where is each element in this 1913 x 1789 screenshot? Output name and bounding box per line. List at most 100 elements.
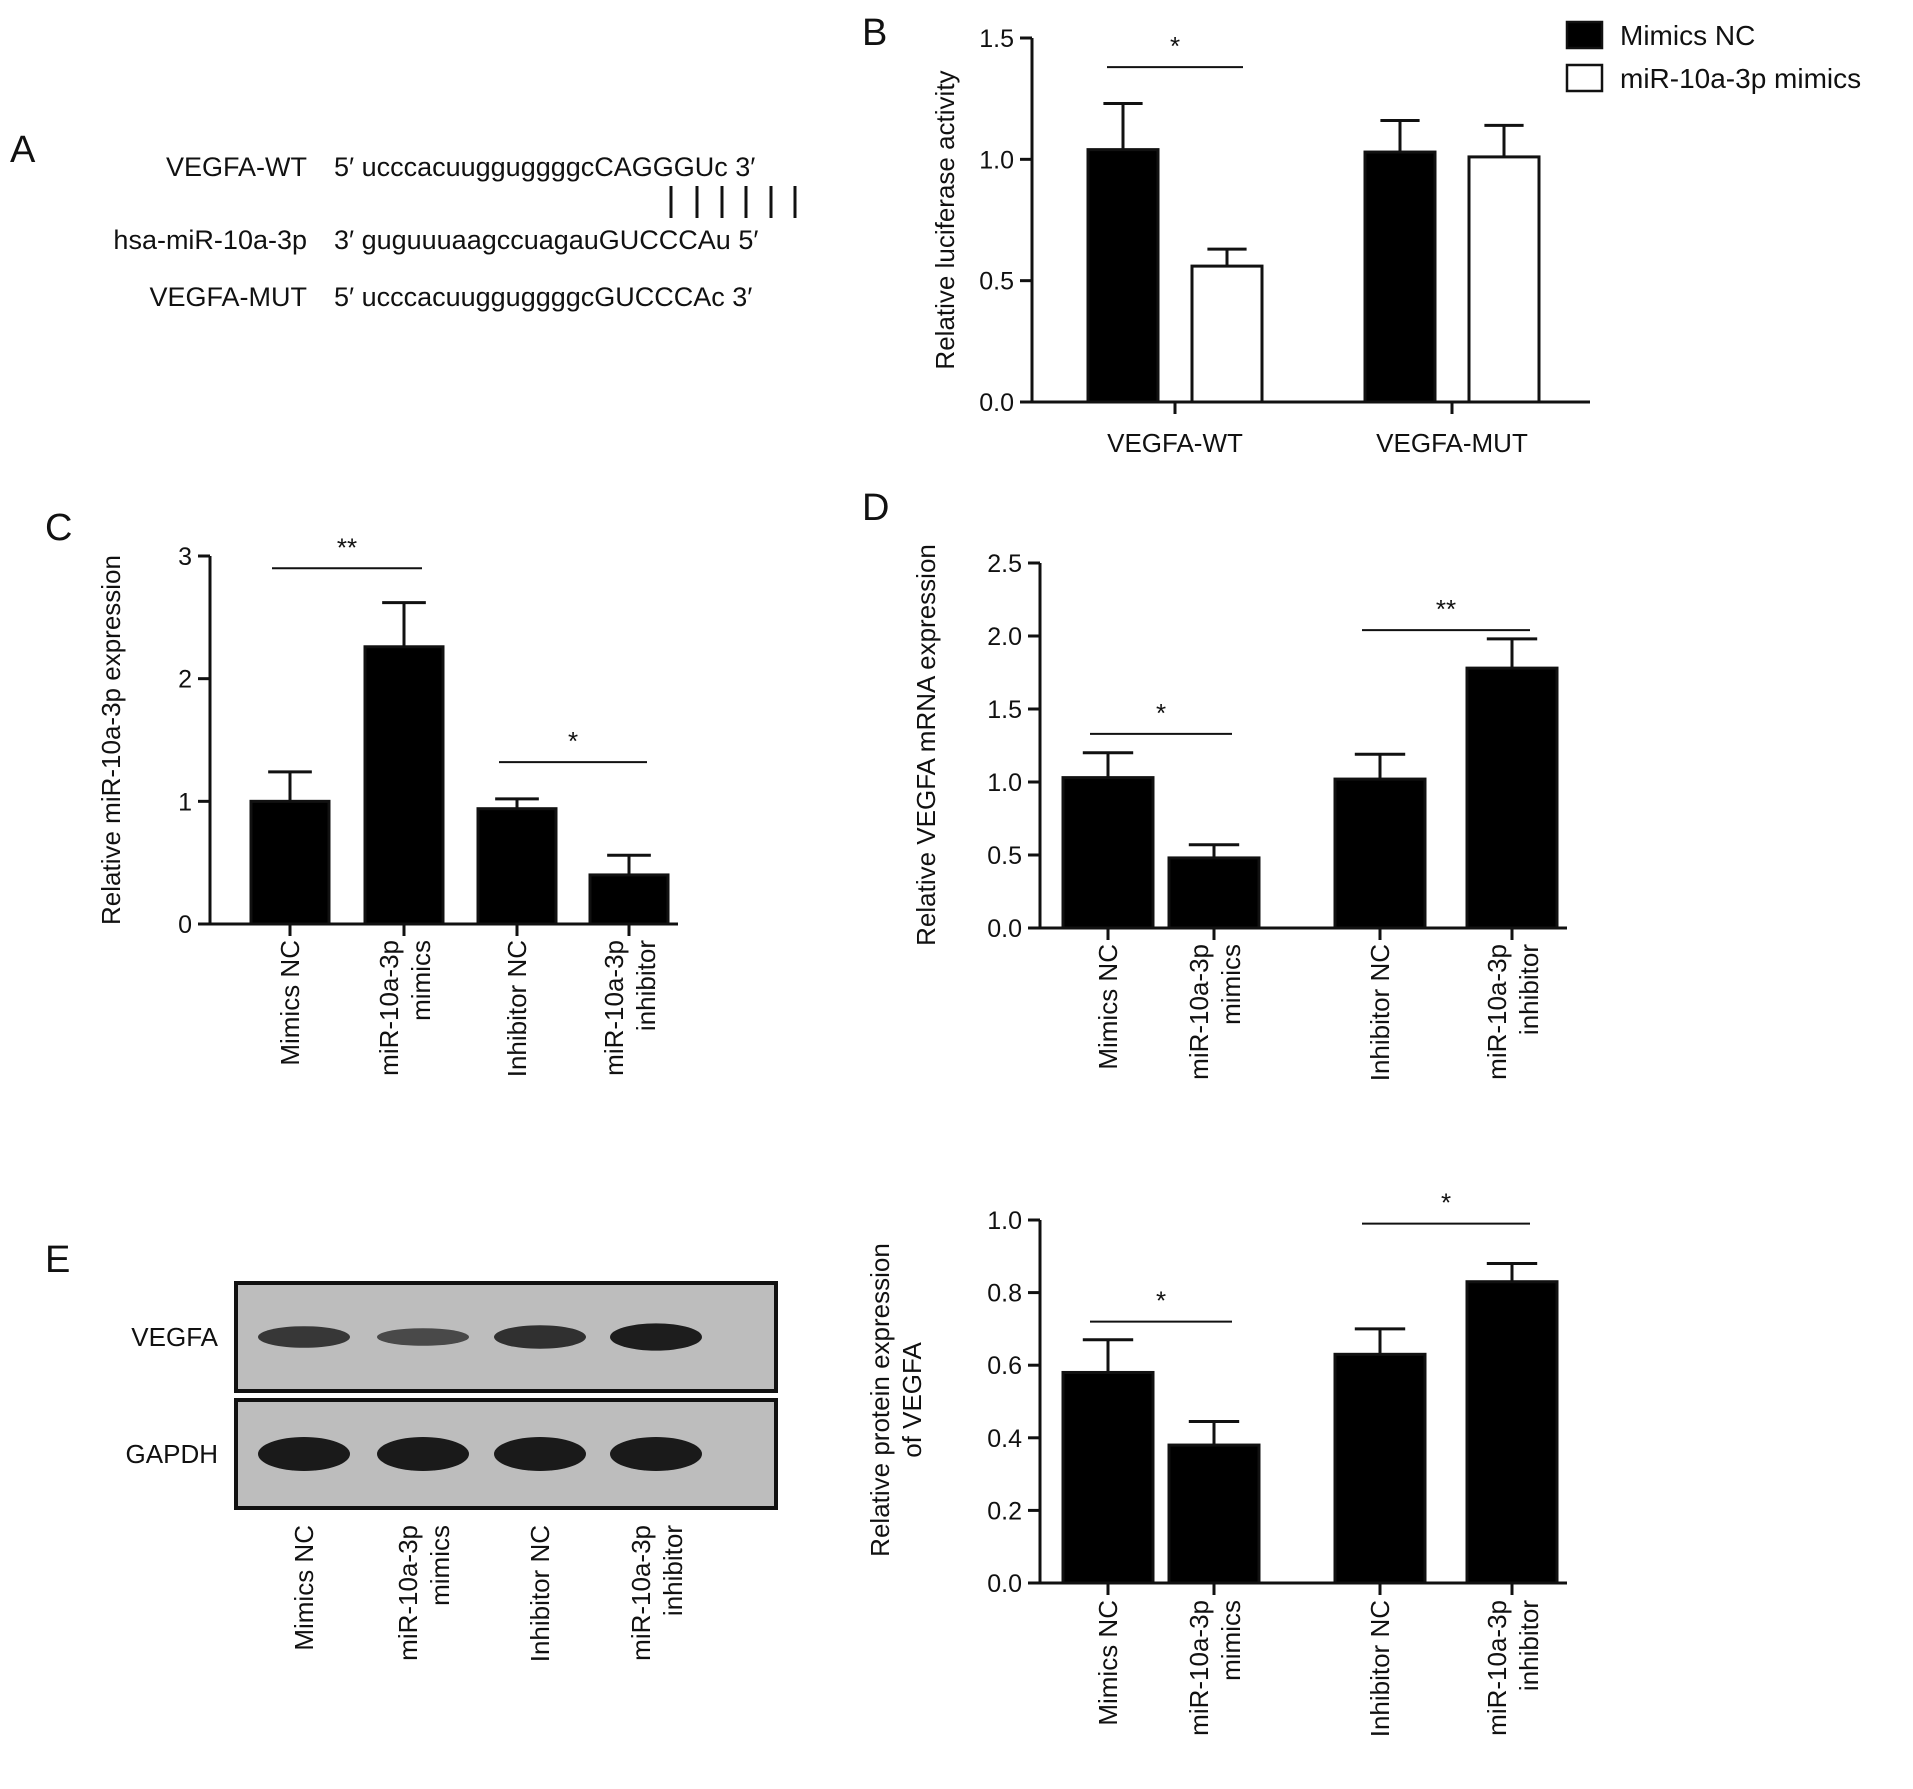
- y-tick-label: 1.0: [987, 769, 1022, 797]
- category-label: Mimics NC: [289, 1525, 319, 1651]
- bar: [1465, 666, 1559, 930]
- seq-name-vegfa-mut: VEGFA-MUT: [149, 282, 307, 312]
- panel-letter-b: B: [862, 12, 887, 54]
- category-label-line: Inhibitor NC: [1365, 1600, 1395, 1737]
- bar: [1190, 264, 1264, 404]
- y-axis-title-line: Relative miR-10a-3p expression: [96, 555, 126, 925]
- legend-swatch: [1565, 63, 1604, 93]
- category-label: Mimics NC: [275, 940, 305, 1066]
- category-label-line: miR-10a-3p: [1184, 944, 1214, 1080]
- category-label-line: miR-10a-3p: [626, 1525, 656, 1661]
- significance-label: *: [1170, 31, 1180, 61]
- category-label: Inhibitor NC: [1365, 944, 1395, 1081]
- category-label-line: miR-10a-3p: [1482, 1600, 1512, 1736]
- category-label-line: inhibitor: [658, 1525, 688, 1616]
- blot-band: [610, 1323, 702, 1351]
- category-label-line: miR-10a-3p: [1482, 944, 1512, 1080]
- blot-band: [258, 1326, 350, 1348]
- significance-label: **: [337, 532, 357, 562]
- y-tick-label: 0.0: [987, 1570, 1022, 1598]
- blot-band: [377, 1328, 469, 1346]
- bar: [1465, 1280, 1559, 1585]
- y-tick-label: 0.6: [987, 1352, 1022, 1380]
- chart-c: 0 1 2 3 Relative miR-10a-3p expression Mimics…: [96, 532, 678, 1077]
- category-label-line: mimics: [1216, 944, 1246, 1025]
- bar: [1363, 150, 1437, 404]
- category-label-line: Inhibitor NC: [502, 940, 532, 1077]
- y-tick-label: 1.5: [979, 25, 1014, 53]
- bar: [1061, 776, 1155, 930]
- category-label-line: Mimics NC: [1093, 1600, 1123, 1726]
- bar: [363, 645, 445, 926]
- category-label: miR-10a-3pinhibitor: [599, 940, 661, 1076]
- category-label-line: inhibitor: [1514, 1600, 1544, 1691]
- base-pair-lines: [669, 186, 797, 218]
- chart-b: 0.0 0.5 1.0 1.5 Relative luciferase activity…: [930, 20, 1861, 458]
- seq-mir: 3′ guguuuaagccuagauGUCCCAu 5′: [334, 225, 758, 255]
- bar: [588, 873, 670, 926]
- category-label: Mimics NC: [1093, 944, 1123, 1070]
- y-tick-label: 0.0: [979, 389, 1014, 417]
- legend-label: miR-10a-3p mimics: [1620, 63, 1861, 94]
- bar: [1167, 856, 1261, 930]
- y-axis-title: Relative miR-10a-3p expression: [96, 555, 126, 925]
- category-label-line: miR-10a-3p: [1184, 1600, 1214, 1736]
- bar: [1086, 148, 1160, 404]
- significance-label: *: [1156, 1286, 1166, 1316]
- category-label-line: mimics: [425, 1525, 455, 1606]
- blot-band: [494, 1437, 586, 1471]
- category-label: VEGFA-WT: [1107, 428, 1243, 458]
- category-label-line: mimics: [406, 940, 436, 1021]
- category-label-line: miR-10a-3p: [374, 940, 404, 1076]
- category-label-line: Inhibitor NC: [1365, 944, 1395, 1081]
- category-label-line: inhibitor: [1514, 944, 1544, 1035]
- category-label-line: Mimics NC: [1093, 944, 1123, 1070]
- category-label: miR-10a-3pmimics: [374, 940, 436, 1076]
- y-tick-label: 2: [178, 666, 192, 694]
- blot-band: [377, 1437, 469, 1471]
- category-label: miR-10a-3pmimics: [1184, 944, 1246, 1080]
- y-axis-title-line: of VEGFA: [897, 1342, 927, 1458]
- y-tick-label: 0.0: [987, 915, 1022, 943]
- y-tick-label: 1.0: [987, 1207, 1022, 1235]
- category-label: Inhibitor NC: [1365, 1600, 1395, 1737]
- significance-label: *: [1156, 698, 1166, 728]
- category-label: miR-10a-3pinhibitor: [1482, 1600, 1544, 1736]
- category-label-line: Inhibitor NC: [525, 1525, 555, 1662]
- chart-e: 0.0 0.2 0.4 0.6 0.8 1.0 Relative protein expre…: [865, 1188, 1567, 1737]
- y-tick-label: 0.8: [987, 1280, 1022, 1308]
- y-axis-title-line: Relative protein expression: [865, 1243, 895, 1557]
- category-label-line: Mimics NC: [275, 940, 305, 1066]
- y-tick-label: 1: [178, 788, 192, 816]
- bar: [1333, 1352, 1427, 1585]
- blot-row-label: GAPDH: [126, 1439, 218, 1469]
- y-tick-label: 2.5: [987, 550, 1022, 578]
- bar: [1167, 1443, 1261, 1585]
- chart-d: 0.0 0.5 1.0 1.5 2.0 2.5 Relative VEGFA mRNA ex…: [911, 544, 1567, 1081]
- y-axis-title: Relative VEGFA mRNA expression: [911, 544, 941, 946]
- y-tick-label: 2.0: [987, 623, 1022, 651]
- category-label-line: Mimics NC: [289, 1525, 319, 1651]
- seq-vegfa-wt: 5′ ucccacuugguggggcCAGGGUc 3′: [334, 152, 755, 182]
- y-axis-title-line: Relative VEGFA mRNA expression: [911, 544, 941, 946]
- significance-label: *: [1441, 1188, 1451, 1218]
- y-tick-label: 0.2: [987, 1497, 1022, 1525]
- y-tick-label: 0.5: [987, 842, 1022, 870]
- seq-vegfa-mut: 5′ ucccacuugguggggcGUCCCAc 3′: [334, 282, 752, 312]
- y-axis-title-line: Relative luciferase activity: [930, 70, 960, 369]
- seq-name-vegfa-wt: VEGFA-WT: [166, 152, 307, 182]
- legend-label: Mimics NC: [1620, 20, 1755, 51]
- blot-row-label: VEGFA: [131, 1322, 218, 1352]
- category-label: Inhibitor NC: [525, 1525, 555, 1662]
- bar: [1333, 777, 1427, 930]
- category-label: miR-10a-3pinhibitor: [1482, 944, 1544, 1080]
- y-tick-label: 1.0: [979, 146, 1014, 174]
- y-tick-label: 0.4: [987, 1425, 1022, 1453]
- y-tick-label: 0.5: [979, 268, 1014, 296]
- category-label: miR-10a-3pinhibitor: [626, 1525, 688, 1661]
- y-axis-title: Relative protein expressionof VEGFA: [865, 1243, 927, 1557]
- panel-letter-c: C: [45, 507, 72, 549]
- panel-letter-a: A: [10, 129, 36, 171]
- western-blot: VEGFA GAPDH Mimics NC miR-10a-3p mimics Inhib…: [126, 1281, 778, 1662]
